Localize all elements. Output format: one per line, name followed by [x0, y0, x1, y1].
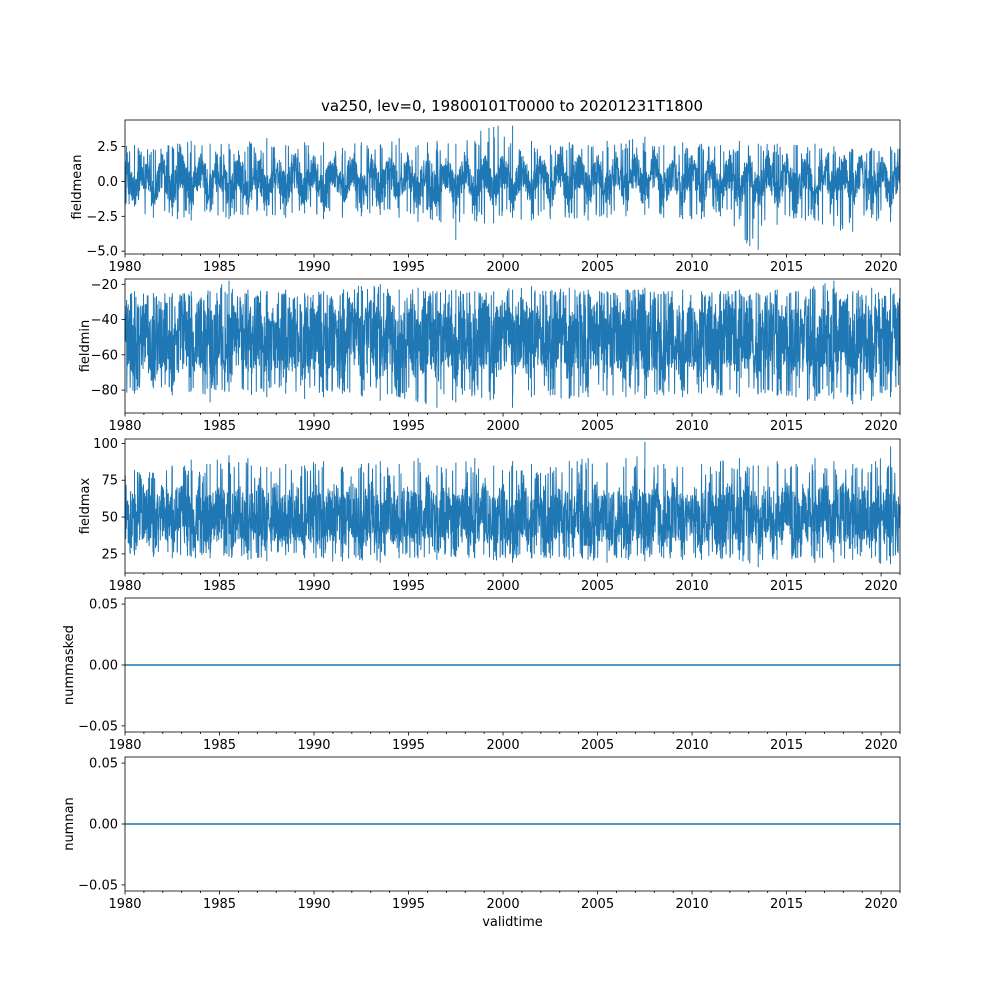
- x-tick-label: 1985: [203, 897, 236, 912]
- y-tick-label: 75: [101, 474, 118, 489]
- x-tick-label: 1995: [392, 260, 425, 275]
- x-tick-label: 1990: [297, 738, 330, 753]
- x-tick-label: 2005: [581, 738, 614, 753]
- y-tick-label: 0.0: [97, 175, 118, 190]
- y-tick-label: −20: [91, 278, 118, 293]
- x-tick-label: 2000: [487, 260, 520, 275]
- subplot-numnan: 1980 1985 1990 1995 2000 2005 2010 2015 2020 −0.0…: [62, 757, 901, 930]
- y-tick-label: 0.00: [89, 818, 118, 833]
- x-tick-label: 1995: [392, 419, 425, 434]
- subplot-stack: 1980 1985 1990 1995 2000 2005 2010 2015 2020 −5.0…: [62, 119, 901, 930]
- x-tick-label: 2005: [581, 579, 614, 594]
- x-tick-label: 1990: [297, 419, 330, 434]
- x-tick-label: 1985: [203, 419, 236, 434]
- x-tick-label: 2020: [865, 419, 898, 434]
- x-tick-label: 2005: [581, 897, 614, 912]
- y-tick-label: 25: [101, 547, 118, 562]
- x-tick-label: 2020: [865, 897, 898, 912]
- x-tick-label: 1995: [392, 738, 425, 753]
- y-tick-label: 0.05: [89, 598, 118, 613]
- x-tick-label: 1995: [392, 579, 425, 594]
- y-tick-label: −0.05: [78, 719, 118, 734]
- x-tick-label: 1985: [203, 738, 236, 753]
- x-tick-label: 2015: [770, 419, 803, 434]
- y-axis-label: fieldmax: [78, 478, 93, 535]
- x-tick-label: 2020: [865, 260, 898, 275]
- y-tick-label: −80: [91, 384, 118, 399]
- y-tick-label: 50: [101, 511, 118, 526]
- y-tick-label: −5.0: [86, 245, 118, 260]
- y-axis-label: nummasked: [62, 625, 77, 705]
- x-tick-label: 2020: [865, 738, 898, 753]
- x-axis-label: validtime: [482, 915, 543, 930]
- x-tick-label: 1980: [108, 419, 141, 434]
- x-tick-label: 1985: [203, 260, 236, 275]
- x-tick-label: 2010: [676, 738, 709, 753]
- axes-frame: [124, 438, 901, 574]
- x-tick-label: 1990: [297, 579, 330, 594]
- x-tick-label: 2015: [770, 260, 803, 275]
- x-tick-label: 1980: [108, 579, 141, 594]
- y-tick-label: 2.5: [97, 140, 118, 155]
- x-tick-label: 2000: [487, 579, 520, 594]
- x-tick-label: 2010: [676, 897, 709, 912]
- x-tick-label: 2005: [581, 260, 614, 275]
- x-tick-label: 1980: [108, 260, 141, 275]
- x-tick-label: 2015: [770, 579, 803, 594]
- subplot-fieldmean: 1980 1985 1990 1995 2000 2005 2010 2015 2020 −5.0…: [70, 119, 901, 275]
- x-tick-label: 1995: [392, 897, 425, 912]
- series-line-fieldmax: [124, 441, 901, 568]
- x-tick-label: 1985: [203, 579, 236, 594]
- y-tick-label: 0.05: [89, 757, 118, 772]
- series-line-fieldmean: [124, 125, 901, 250]
- x-tick-label: 1980: [108, 897, 141, 912]
- x-tick-label: 2000: [487, 419, 520, 434]
- x-tick-label: 2010: [676, 260, 709, 275]
- subplot-fieldmin: 1980 1985 1990 1995 2000 2005 2010 2015 2020 −80 −…: [78, 278, 901, 434]
- y-tick-label: −2.5: [86, 210, 118, 225]
- y-tick-label: −40: [91, 313, 118, 328]
- x-tick-label: 1990: [297, 897, 330, 912]
- x-tick-label: 2010: [676, 419, 709, 434]
- y-axis-label: fieldmin: [78, 320, 93, 373]
- y-tick-label: 0.00: [89, 659, 118, 674]
- subplot-nummasked: 1980 1985 1990 1995 2000 2005 2010 2015 2020 −0.0…: [62, 598, 901, 753]
- series-line-fieldmin: [124, 280, 901, 408]
- x-tick-label: 2005: [581, 419, 614, 434]
- x-tick-label: 1990: [297, 260, 330, 275]
- y-tick-label: 100: [93, 437, 118, 452]
- x-tick-label: 2015: [770, 738, 803, 753]
- x-tick-label: 1980: [108, 738, 141, 753]
- x-tick-label: 2010: [676, 579, 709, 594]
- subplot-fieldmax: 1980 1985 1990 1995 2000 2005 2010 2015 2020 25 50…: [78, 437, 901, 594]
- y-tick-label: −60: [91, 348, 118, 363]
- y-axis-label: numnan: [62, 797, 77, 851]
- axes-frame: [124, 119, 901, 255]
- x-tick-label: 2000: [487, 738, 520, 753]
- y-tick-label: −0.05: [78, 878, 118, 893]
- axes-frame: [124, 278, 901, 414]
- y-axis-label: fieldmean: [70, 155, 85, 220]
- chart-title: va250, lev=0, 19800101T0000 to 20201231T…: [321, 97, 703, 115]
- x-tick-label: 2020: [865, 579, 898, 594]
- x-tick-label: 2000: [487, 897, 520, 912]
- x-tick-label: 2015: [770, 897, 803, 912]
